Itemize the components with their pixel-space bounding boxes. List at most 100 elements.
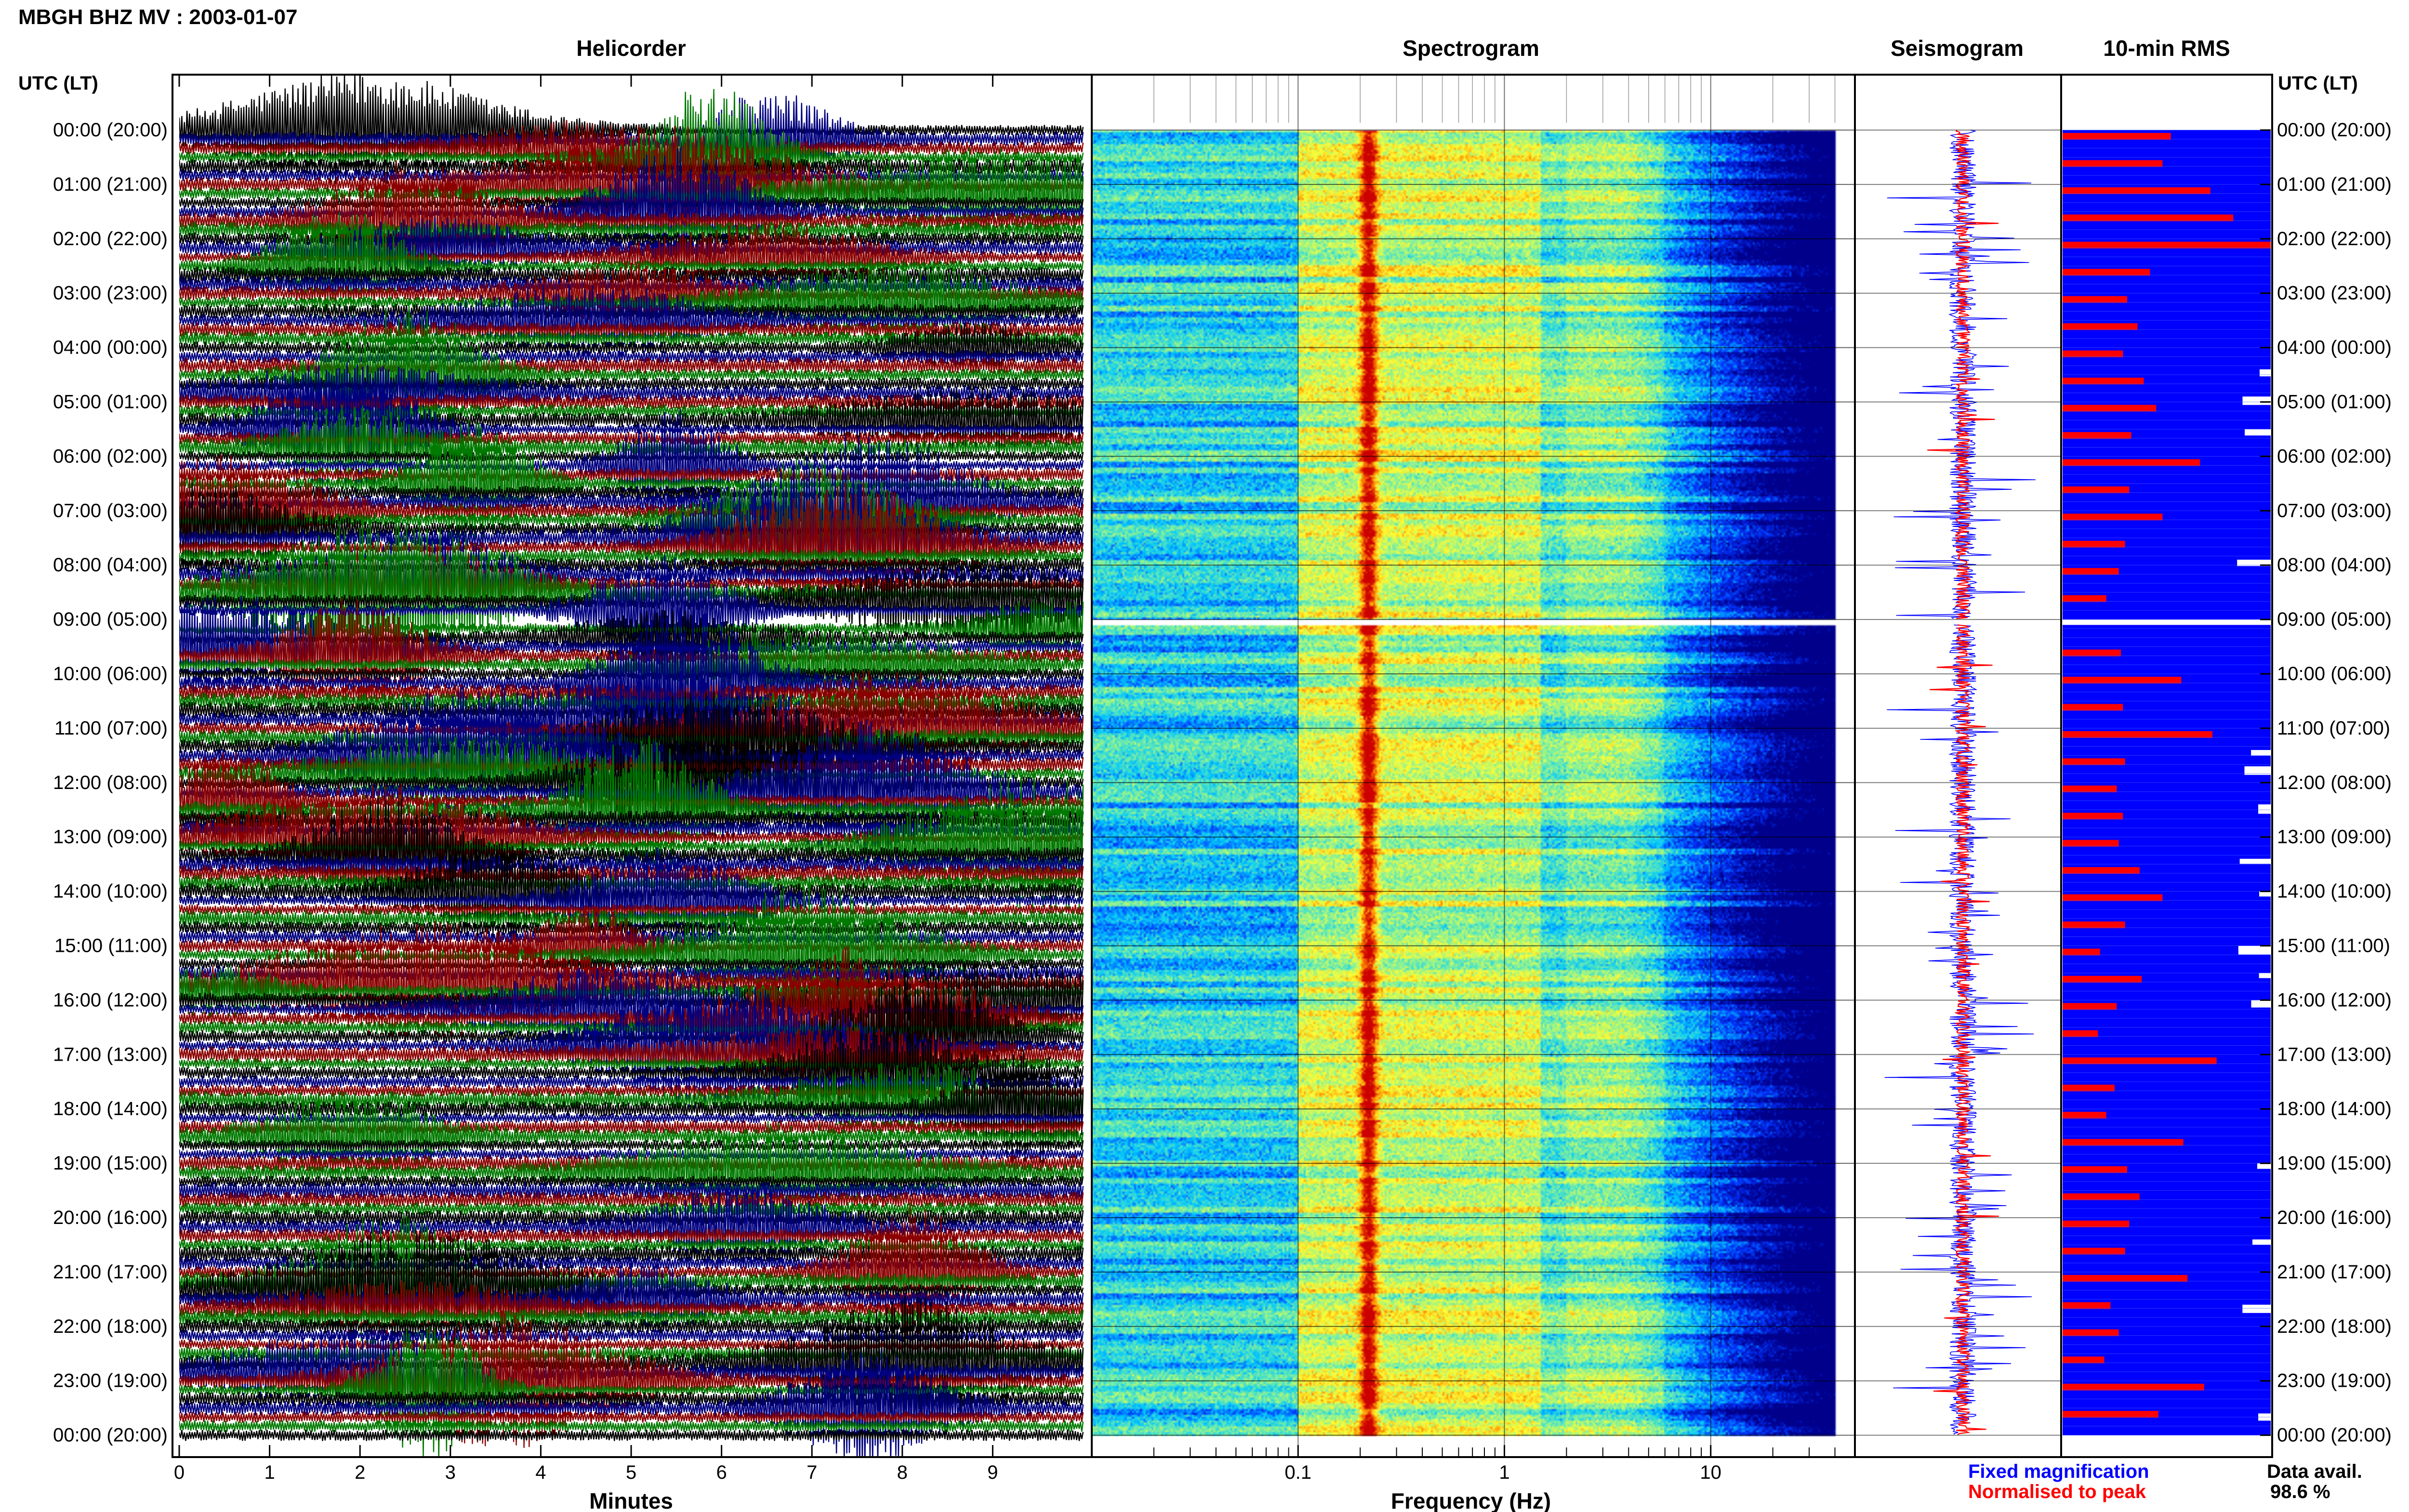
rms-bar xyxy=(2063,187,2210,194)
spectrogram-xlabel: Frequency (Hz) xyxy=(1391,1488,1551,1512)
helicorder-trace xyxy=(179,1139,1084,1151)
helicorder-trace xyxy=(179,1210,1084,1226)
hour-label: 04:00 (00:00) xyxy=(53,337,168,358)
hour-label: 08:00 (04:00) xyxy=(2277,554,2392,576)
rms-bar xyxy=(2063,350,2123,357)
helicorder-trace xyxy=(179,1155,1084,1172)
rms-bar xyxy=(2063,894,2163,901)
data-gap-marker xyxy=(2242,396,2271,405)
helicorder-trace xyxy=(179,1202,1084,1215)
helicorder-trace xyxy=(179,1149,1084,1160)
rms-bar xyxy=(2063,241,2271,249)
hour-label: 14:00 (10:00) xyxy=(53,881,168,902)
helicorder-trace xyxy=(179,1075,1084,1088)
rms-bar xyxy=(2063,948,2100,956)
spectrogram-image xyxy=(1092,75,1855,1457)
hour-label: 16:00 (12:00) xyxy=(2277,989,2392,1011)
rms-title: 10-min RMS xyxy=(2103,36,2230,61)
helicorder-trace xyxy=(179,921,1084,934)
hour-label: 14:00 (10:00) xyxy=(2277,881,2392,902)
rms-bar xyxy=(2063,813,2123,820)
helicorder-traces xyxy=(179,75,1084,1457)
rms-bar xyxy=(2063,160,2163,167)
rms-bar xyxy=(2063,513,2163,521)
rms-bar xyxy=(2063,486,2130,493)
hour-label: 18:00 (14:00) xyxy=(2277,1098,2392,1119)
helicorder-trace xyxy=(179,1185,1084,1269)
helicorder-trace xyxy=(179,1058,1084,1069)
helicorder-trace xyxy=(179,1245,1084,1263)
seismogram-panel xyxy=(1854,74,2062,1458)
hour-label: 06:00 (02:00) xyxy=(53,446,168,467)
helicorder-tick-label: 5 xyxy=(626,1462,636,1483)
helicorder-trace xyxy=(179,1182,1084,1199)
helicorder-trace xyxy=(179,95,1084,186)
rms-bar xyxy=(2063,1356,2105,1364)
rms-bar xyxy=(2063,1003,2117,1010)
rms-bar xyxy=(2063,323,2138,330)
hour-label: 00:00 (20:00) xyxy=(53,119,168,141)
rms-bar xyxy=(2063,758,2125,765)
helicorder-trace xyxy=(179,120,1084,177)
hour-label: 21:00 (17:00) xyxy=(2277,1262,2392,1283)
helicorder-trace xyxy=(179,1175,1084,1187)
data-gap-marker xyxy=(2239,858,2271,864)
hour-label: 17:00 (13:00) xyxy=(53,1044,168,1065)
helicorder-panel: 0 1 2 3 4 5 6 7 8 9 xyxy=(172,74,1093,1483)
helicorder-trace xyxy=(179,89,1084,229)
rms-bar xyxy=(2063,1193,2140,1200)
helicorder-trace xyxy=(179,322,1084,372)
data-gap-marker xyxy=(2251,750,2271,756)
rms-bar xyxy=(2063,432,2131,439)
legend-normalised-to-peak: Normalised to peak xyxy=(1968,1481,2146,1502)
hour-label: 16:00 (12:00) xyxy=(53,989,168,1011)
hour-label: 05:00 (01:00) xyxy=(53,392,168,413)
data-gap-marker xyxy=(2257,1163,2271,1169)
helicorder-trace xyxy=(179,855,1084,873)
rms-bar xyxy=(2063,840,2119,847)
helicorder-tick-label: 3 xyxy=(445,1462,456,1483)
helicorder-trace xyxy=(179,735,1084,883)
helicorder-title: Helicorder xyxy=(576,36,686,61)
seismogram-frame xyxy=(1854,74,2062,1458)
hour-label: 06:00 (02:00) xyxy=(2277,446,2392,467)
spectrogram-panel: 0.1 1 10 xyxy=(1091,74,1856,1483)
hour-label: 11:00 (07:00) xyxy=(2277,718,2390,739)
rms-bar xyxy=(2063,540,2125,548)
helicorder-tick-label: 1 xyxy=(264,1462,275,1483)
figure-title: MBGH BHZ MV : 2003-01-07 xyxy=(18,5,297,29)
helicorder-trace xyxy=(179,1309,1084,1326)
spectrogram-tick-label: 1 xyxy=(1499,1462,1509,1483)
hour-label: 02:00 (22:00) xyxy=(2277,228,2392,250)
helicorder-trace xyxy=(179,1026,1084,1082)
seismogram-trace xyxy=(1884,130,2036,1435)
hour-label: 15:00 (11:00) xyxy=(2277,935,2390,957)
helicorder-trace xyxy=(179,362,1084,498)
helicorder-tick-label: 2 xyxy=(355,1462,365,1483)
helicorder-trace xyxy=(179,549,1084,564)
helicorder-trace xyxy=(179,684,1084,700)
helicorder-trace xyxy=(179,377,1084,391)
helicorder-trace xyxy=(179,453,1084,565)
helicorder-trace xyxy=(179,1329,1084,1342)
data-gap-marker xyxy=(2242,1304,2271,1313)
helicorder-ticks: 0 1 2 3 4 5 6 7 8 9 xyxy=(174,75,998,1483)
hour-label: 19:00 (15:00) xyxy=(53,1153,168,1174)
helicorder-trace xyxy=(179,1192,1084,1208)
hour-labels-left: 00:00 (20:00) 01:00 (21:00) 02:00 (22:00) 0… xyxy=(53,119,168,1446)
helicorder-trace xyxy=(179,910,1084,927)
hour-label: 05:00 (01:00) xyxy=(2277,392,2392,413)
helicorder-trace xyxy=(179,409,1084,521)
hour-label: 12:00 (08:00) xyxy=(53,772,168,793)
hour-label: 22:00 (18:00) xyxy=(2277,1316,2392,1337)
helicorder-trace xyxy=(179,1420,1084,1433)
hour-label: 07:00 (03:00) xyxy=(53,500,168,521)
rms-panel xyxy=(2060,74,2273,1458)
hour-label: 12:00 (08:00) xyxy=(2277,772,2392,793)
rms-bar xyxy=(2063,1329,2119,1336)
helicorder-trace xyxy=(179,1319,1084,1334)
data-avail-value: 98.6 % xyxy=(2270,1481,2330,1502)
helicorder-trace xyxy=(179,222,1084,238)
hour-label: 01:00 (21:00) xyxy=(53,174,168,195)
hour-label: 20:00 (16:00) xyxy=(2277,1207,2392,1228)
